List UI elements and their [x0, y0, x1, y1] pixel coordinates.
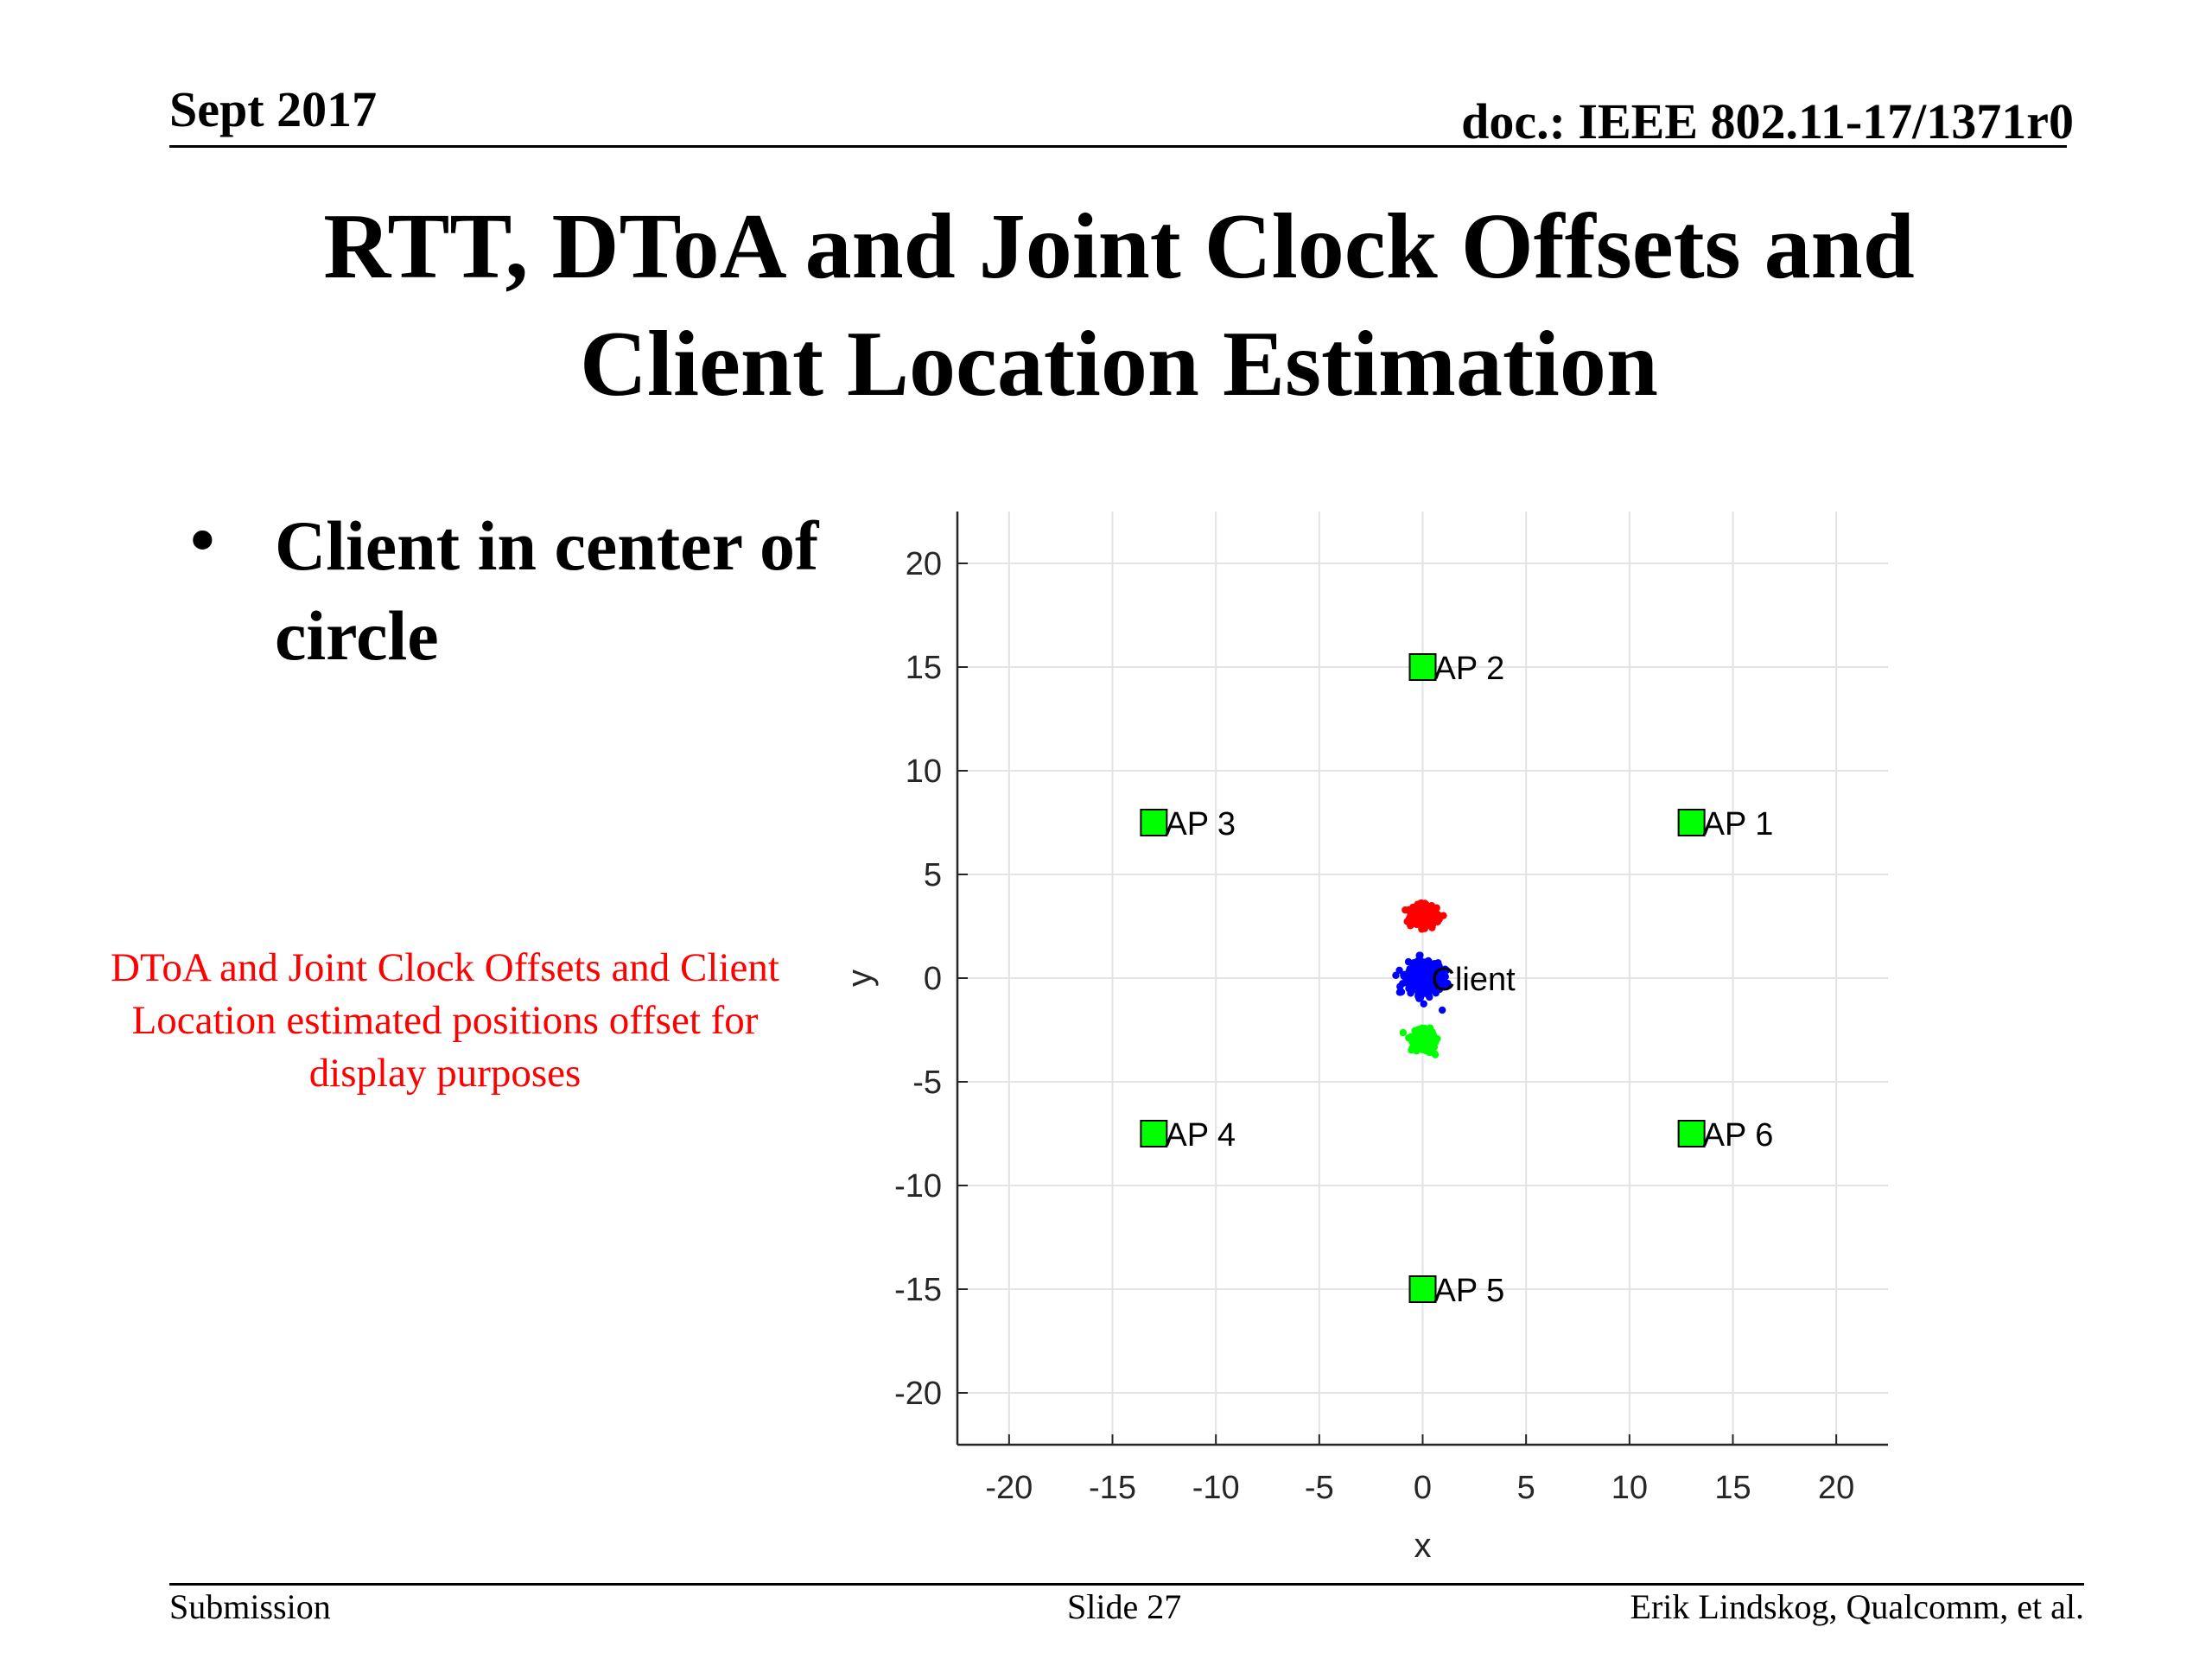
- slide-title-line2: Client Location Estimation: [579, 313, 1658, 416]
- footer-slide-number: Slide 27: [1067, 1587, 1182, 1626]
- ap-marker: [1140, 1120, 1168, 1147]
- estimate-point: [1408, 1045, 1416, 1052]
- estimate-point: [1417, 965, 1425, 973]
- ap-label: AP 5: [1434, 1273, 1505, 1309]
- y-tick-label: -15: [894, 1272, 942, 1308]
- estimate-point: [1427, 909, 1434, 918]
- footer-rule: [169, 1583, 2084, 1586]
- estimate-point: [1426, 993, 1433, 1001]
- label-layer: AP 1 AP 2 AP 3 AP 4 AP 5 AP 6 Client: [1165, 651, 1773, 1309]
- y-tick-label: 20: [906, 546, 942, 582]
- axes-layer: -20 -15 -10 -5 0 5 10 15 20 -20 -15 -10 -5 0 5 10 15 20 x y: [841, 512, 1888, 1565]
- estimate-point: [1442, 966, 1451, 975]
- ap-marker: [1677, 1120, 1706, 1147]
- ap-label: AP 2: [1434, 651, 1505, 687]
- estimate-point: [1397, 988, 1406, 996]
- estimate-point: [1418, 925, 1426, 932]
- footer-author: Erik Lindskog, Qualcomm, et al.: [1630, 1587, 2084, 1626]
- ap-marker: [1677, 809, 1706, 836]
- estimate-point: [1427, 902, 1436, 910]
- x-tick-label: 5: [1517, 1470, 1535, 1506]
- estimate-point: [1409, 962, 1417, 969]
- ap-label: AP 3: [1165, 806, 1236, 842]
- marker-layer: [1140, 653, 1706, 1303]
- x-tick-label: -20: [985, 1470, 1033, 1506]
- ap-marker: [1408, 1275, 1437, 1303]
- ap-label: AP 1: [1703, 806, 1774, 842]
- estimate-point: [1395, 966, 1403, 975]
- estimate-point: [1407, 984, 1415, 992]
- bullet-dot: •: [190, 500, 215, 579]
- estimate-point: [1415, 1042, 1424, 1051]
- x-tick-label: 15: [1714, 1470, 1751, 1506]
- estimate-point: [1401, 970, 1408, 979]
- y-tick-label: -10: [894, 1168, 942, 1205]
- ap-marker: [1408, 653, 1437, 681]
- x-tick-label: 20: [1818, 1470, 1854, 1506]
- estimate-point: [1433, 970, 1440, 979]
- estimate-point: [1442, 980, 1451, 988]
- ap-label: AP 4: [1165, 1117, 1236, 1154]
- x-tick-label: -10: [1192, 1470, 1240, 1506]
- y-tick-label: 0: [924, 961, 942, 997]
- x-axis-label: x: [1414, 1527, 1432, 1565]
- estimate-point: [1433, 981, 1441, 988]
- estimate-point: [1432, 989, 1440, 997]
- bullet-text: Client in center of circle: [275, 506, 819, 675]
- estimate-point: [1399, 1028, 1408, 1037]
- slide-title-line1: RTT, DToA and Joint Clock Offsets and: [323, 195, 1915, 298]
- y-tick-label: -5: [912, 1065, 942, 1101]
- footer-submission: Submission: [169, 1587, 331, 1626]
- estimate-point: [1417, 973, 1425, 982]
- ap-marker: [1140, 809, 1168, 836]
- x-tick-label: -5: [1305, 1470, 1334, 1506]
- y-tick-label: 15: [906, 650, 942, 686]
- estimate-point: [1438, 1006, 1446, 1014]
- estimate-point: [1423, 987, 1432, 995]
- estimate-point: [1431, 1051, 1440, 1058]
- client-label: Client: [1432, 962, 1516, 998]
- estimate-point: [1406, 907, 1414, 915]
- estimate-point: [1420, 1000, 1427, 1007]
- estimate-point: [1415, 995, 1423, 1002]
- estimate-point: [1428, 1035, 1437, 1043]
- x-tick-label: -15: [1089, 1470, 1136, 1506]
- estimate-point: [1432, 911, 1440, 918]
- ap-label: AP 6: [1703, 1117, 1774, 1154]
- estimate-point: [1434, 959, 1442, 967]
- estimate-point: [1417, 1026, 1426, 1033]
- estimate-point: [1440, 912, 1447, 919]
- header-date: Sept 2017: [169, 81, 378, 137]
- estimate-point: [1412, 918, 1420, 926]
- x-tick-label: 10: [1611, 1470, 1648, 1506]
- estimate-cluster-layer: [1392, 899, 1452, 1058]
- estimate-point: [1406, 915, 1414, 924]
- y-tick-label: 5: [924, 857, 942, 893]
- estimate-point: [1392, 971, 1400, 979]
- estimate-point: [1426, 976, 1433, 983]
- y-tick-label: -20: [894, 1376, 942, 1412]
- estimate-point: [1418, 1036, 1427, 1044]
- header-doc-id: doc.: IEEE 802.11-17/1371r0: [1461, 93, 2074, 149]
- estimate-point: [1402, 979, 1411, 987]
- y-tick-label: 10: [906, 753, 942, 790]
- estimate-point: [1420, 907, 1427, 915]
- estimate-point: [1415, 951, 1423, 959]
- slide-title: RTT, DToA and Joint Clock Offsets and Cl…: [138, 188, 2100, 423]
- header-rule: [169, 145, 2067, 148]
- estimate-point: [1428, 920, 1436, 928]
- display-offset-note: DToA and Joint Clock Offsets and Client …: [111, 945, 779, 1096]
- x-tick-label: 0: [1414, 1470, 1432, 1506]
- y-axis-label: y: [841, 969, 879, 987]
